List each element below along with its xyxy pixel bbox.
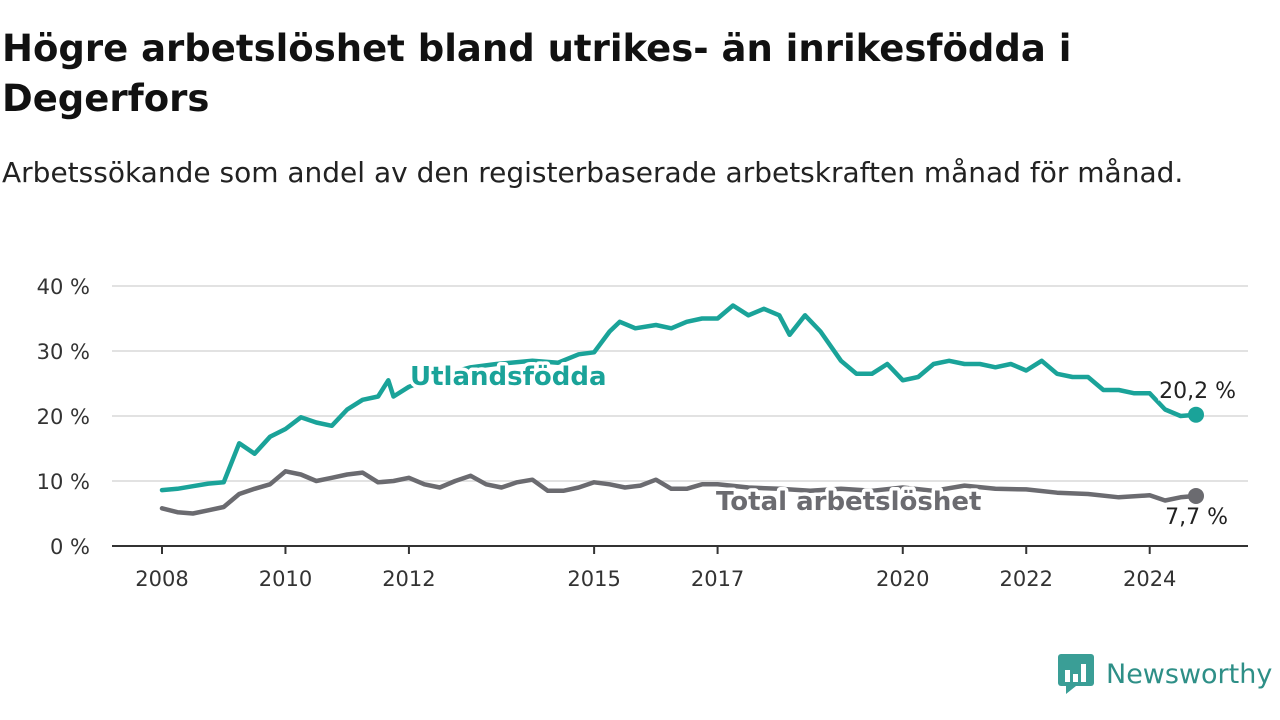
y-tick-label: 40 % — [37, 275, 90, 299]
line-chart: 0 % 10 % 20 % 30 % 40 % 2008 2010 2012 2015 2017… — [37, 275, 1248, 591]
x-tick-label: 2022 — [1000, 567, 1053, 591]
newsworthy-logo: Newsworthy — [1058, 654, 1272, 694]
gridlines — [112, 285, 1248, 482]
chart-subtitle: Arbetssökande som andel av den registerb… — [2, 156, 1184, 189]
series-name-total: Total arbetslöshet — [716, 487, 981, 517]
y-tick-label: 0 % — [50, 535, 90, 559]
y-tick-label: 20 % — [37, 405, 90, 429]
end-point-total — [1188, 487, 1204, 504]
x-axis-ticks: 2008 2010 2012 2015 2017 2020 2022 2024 — [112, 545, 1248, 591]
series-lines — [159, 303, 1204, 516]
chart-title: Högre arbetslöshet bland utrikes- än inr… — [2, 27, 1072, 120]
series-line-total — [159, 469, 1199, 516]
y-tick-label: 10 % — [37, 470, 90, 494]
end-value-label-total: 7,7 % — [1165, 505, 1228, 530]
series-labels: Utlandsfödda Total arbetslöshet 20,2 % 7,7 … — [407, 359, 1239, 533]
x-tick-label: 2008 — [135, 567, 188, 591]
series-line-utlandsfodda — [159, 303, 1199, 493]
x-tick-label: 2017 — [691, 567, 744, 591]
end-point-utlandsfodda — [1188, 406, 1204, 423]
x-tick-label: 2015 — [567, 567, 620, 591]
y-axis-ticks: 0 % 10 % 20 % 30 % 40 % — [37, 275, 90, 559]
y-tick-label: 30 % — [37, 340, 90, 364]
x-tick-label: 2012 — [382, 567, 435, 591]
x-tick-label: 2024 — [1123, 567, 1176, 591]
brand-name: Newsworthy — [1106, 658, 1273, 690]
newsworthy-logo-icon — [1058, 654, 1094, 694]
x-tick-label: 2020 — [876, 567, 929, 591]
end-value-label-utlandsfodda: 20,2 % — [1159, 379, 1236, 404]
series-name-utlandsfodda: Utlandsfödda — [410, 362, 607, 392]
x-tick-label: 2010 — [259, 567, 312, 591]
